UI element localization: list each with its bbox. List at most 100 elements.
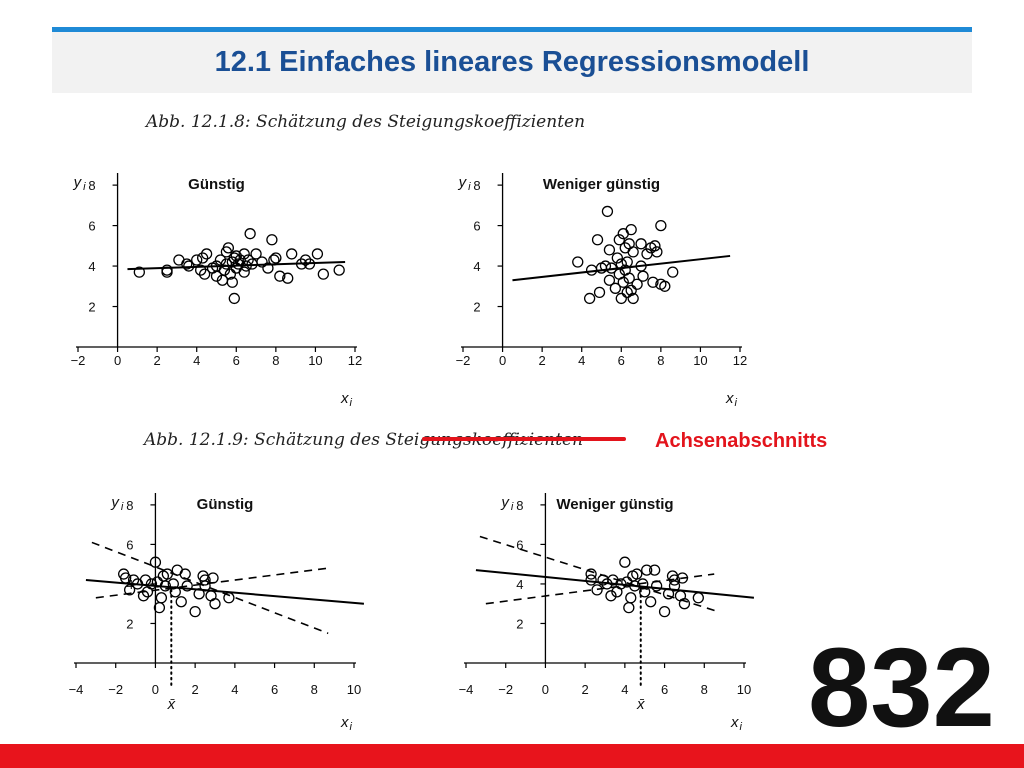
data-point: [238, 266, 250, 278]
data-point: [619, 556, 631, 568]
x-tick-label: 0: [152, 682, 159, 697]
x-tick-label: −4: [459, 682, 474, 697]
data-point: [256, 256, 268, 268]
data-point: [615, 258, 627, 270]
data-point: [220, 258, 233, 270]
x-tick-label: −2: [498, 682, 513, 697]
x-tick-label: 4: [578, 353, 585, 368]
data-point: [645, 596, 657, 608]
data-point: [650, 580, 663, 592]
x-tick-label: 8: [701, 682, 708, 697]
data-point: [250, 248, 262, 260]
data-point: [240, 260, 252, 272]
data-point: [601, 205, 614, 218]
y-tick-label: 8: [516, 498, 523, 513]
data-point: [242, 254, 254, 266]
data-point: [238, 248, 250, 260]
data-point: [623, 602, 635, 614]
data-point: [169, 586, 181, 598]
data-point: [637, 578, 649, 590]
data-point: [676, 572, 689, 584]
data-point: [615, 292, 627, 305]
data-point: [295, 258, 308, 270]
x-tick-label: 10: [347, 682, 361, 697]
data-point: [198, 268, 211, 280]
mean-label: x̄: [167, 696, 176, 713]
data-point: [333, 264, 345, 276]
data-point: [181, 580, 193, 592]
data-point: [161, 568, 173, 580]
data-point: [603, 274, 616, 286]
data-point: [611, 252, 623, 264]
data-point: [228, 292, 240, 305]
data-point: [183, 260, 195, 272]
y-tick-label: 2: [88, 300, 95, 315]
data-point: [218, 264, 231, 276]
y-tick-label: 6: [126, 537, 133, 552]
data-point: [625, 592, 637, 604]
figure-caption-1: Abb. 12.1.8: Schätzung des Steigungskoef…: [146, 112, 586, 132]
title-bar: 12.1 Einfaches lineares Regressionsmodel…: [52, 27, 972, 93]
data-point: [583, 292, 596, 305]
y-tick-label: 2: [516, 616, 523, 631]
y-tick-label: 8: [473, 178, 480, 193]
data-point: [189, 605, 201, 618]
strikethrough-mark: [422, 437, 626, 441]
data-point: [266, 234, 278, 246]
data-point: [649, 240, 661, 252]
data-point: [123, 584, 136, 596]
x-tick-label: −2: [108, 682, 123, 697]
data-point: [651, 246, 663, 258]
data-point: [137, 590, 150, 602]
data-point: [572, 256, 584, 268]
data-point: [631, 568, 643, 580]
x-tick-label: 6: [618, 353, 625, 368]
data-point: [585, 568, 597, 580]
data-point: [262, 262, 274, 274]
data-point: [655, 219, 667, 232]
data-point: [601, 578, 613, 590]
x-tick-label: 2: [582, 682, 589, 697]
scatter-plot-guenstig-2: −4−202468102468yixiGünstigx̄: [69, 493, 365, 733]
x-axis-label: xi: [725, 390, 738, 409]
data-point: [658, 605, 671, 618]
x-tick-label: 12: [733, 353, 747, 368]
x-axis-label: xi: [340, 390, 353, 409]
data-point: [139, 574, 152, 586]
data-point: [234, 254, 246, 266]
x-axis-label: xi: [340, 714, 353, 733]
x-tick-label: 2: [154, 353, 161, 368]
data-point: [605, 262, 618, 274]
x-axis-label: xi: [730, 714, 743, 733]
data-point: [119, 572, 132, 584]
data-point: [199, 580, 211, 592]
chart-title: Weniger günstig: [556, 496, 673, 513]
x-tick-label: 0: [114, 353, 121, 368]
data-point: [603, 244, 616, 256]
data-point: [200, 248, 213, 260]
data-point: [629, 580, 641, 592]
y-tick-label: 2: [473, 300, 480, 315]
x-tick-label: 12: [348, 353, 362, 368]
data-point: [621, 256, 633, 268]
data-point: [196, 252, 209, 264]
data-point: [627, 246, 639, 258]
page-title: 12.1 Einfaches lineares Regressionsmodel…: [214, 46, 810, 78]
data-point: [591, 584, 603, 596]
data-point: [641, 564, 653, 576]
data-point: [593, 286, 606, 299]
data-point: [270, 252, 282, 264]
data-point: [623, 272, 635, 284]
data-point: [647, 276, 659, 288]
x-tick-label: 6: [233, 353, 240, 368]
x-tick-label: 6: [661, 682, 668, 697]
x-tick-label: 8: [272, 353, 279, 368]
mean-label: x̄: [636, 696, 645, 713]
data-point: [299, 254, 312, 266]
x-tick-label: 0: [542, 682, 549, 697]
data-point: [605, 590, 617, 602]
y-tick-label: 4: [473, 259, 480, 274]
